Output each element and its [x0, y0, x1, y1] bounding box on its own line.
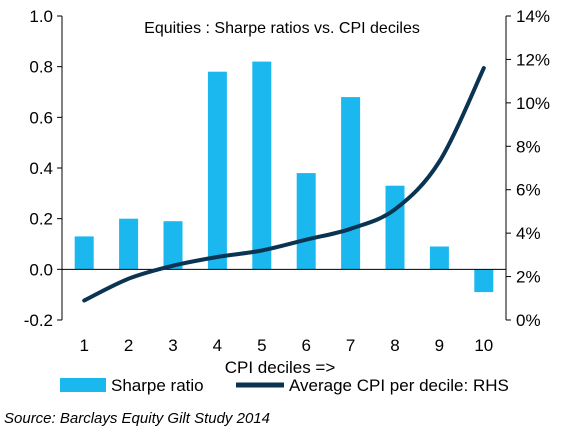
x-tick-label: 8 — [390, 336, 399, 355]
x-tick-label: 10 — [474, 336, 493, 355]
bar-4 — [207, 71, 227, 270]
axes — [61, 16, 507, 320]
right-tick-label: 12% — [516, 50, 550, 69]
x-tick-label: 2 — [124, 336, 133, 355]
cpi-point-3 — [172, 265, 174, 267]
x-axis-label: CPI deciles => — [225, 358, 336, 377]
right-tick-label: 10% — [516, 94, 550, 113]
x-tick-label: 3 — [168, 336, 177, 355]
bar-7 — [341, 97, 361, 270]
x-tick-label: 1 — [79, 336, 88, 355]
cpi-point-6 — [305, 239, 307, 241]
left-tick-label: 0.2 — [29, 210, 53, 229]
cpi-point-5 — [261, 250, 263, 251]
left-axis-ticks: -0.2 0.0 0.2 0.4 0.6 0.8 1.0 — [24, 7, 62, 330]
x-tick-label: 6 — [301, 336, 310, 355]
cpi-point-9 — [438, 161, 440, 162]
x-tick-label: 9 — [435, 336, 444, 355]
right-tick-label: 2% — [516, 268, 541, 287]
chart-title: Equities : Sharpe ratios vs. CPI deciles — [144, 20, 420, 37]
cpi-point-1 — [83, 300, 85, 301]
source-note: Source: Barclays Equity Gilt Study 2014 — [4, 410, 270, 427]
legend-swatch-bar — [60, 378, 106, 392]
left-tick-label: 0.8 — [29, 58, 53, 77]
right-tick-label: 0% — [516, 311, 541, 330]
legend: Sharpe ratio Average CPI per decile: RHS — [60, 376, 509, 395]
left-tick-label: 0.6 — [29, 108, 53, 127]
right-tick-label: 14% — [516, 7, 550, 26]
right-tick-label: 6% — [516, 181, 541, 200]
cpi-point-8 — [394, 208, 396, 210]
bar-3 — [163, 221, 183, 270]
bar-1 — [74, 236, 94, 270]
cpi-point-7 — [350, 228, 352, 230]
bar-8 — [385, 185, 405, 270]
left-tick-label: 0.4 — [29, 159, 53, 178]
bar-6 — [296, 173, 316, 270]
cpi-point-2 — [128, 278, 130, 280]
left-tick-label: -0.2 — [24, 311, 53, 330]
bar-10 — [474, 269, 494, 293]
cpi-line — [82, 66, 486, 303]
x-axis-ticks: 1 2 3 4 5 6 7 8 9 10 — [79, 336, 493, 355]
legend-label-bar: Sharpe ratio — [111, 376, 204, 395]
left-tick-label: 0.0 — [29, 260, 53, 279]
cpi-point-10 — [483, 67, 485, 69]
x-tick-label: 5 — [257, 336, 266, 355]
left-tick-label: 1.0 — [29, 7, 53, 26]
legend-label-line: Average CPI per decile: RHS — [289, 376, 509, 395]
x-tick-label: 7 — [346, 336, 355, 355]
cpi-point-4 — [216, 256, 218, 258]
right-axis-ticks: 0% 2% 4% 6% 8% 10% 12% 14% — [506, 7, 550, 330]
bar-5 — [252, 61, 272, 270]
line-series-group — [82, 66, 486, 303]
bar-9 — [429, 246, 449, 270]
bar-2 — [119, 218, 139, 270]
right-tick-label: 4% — [516, 224, 541, 243]
x-tick-label: 4 — [213, 336, 222, 355]
right-tick-label: 8% — [516, 137, 541, 156]
